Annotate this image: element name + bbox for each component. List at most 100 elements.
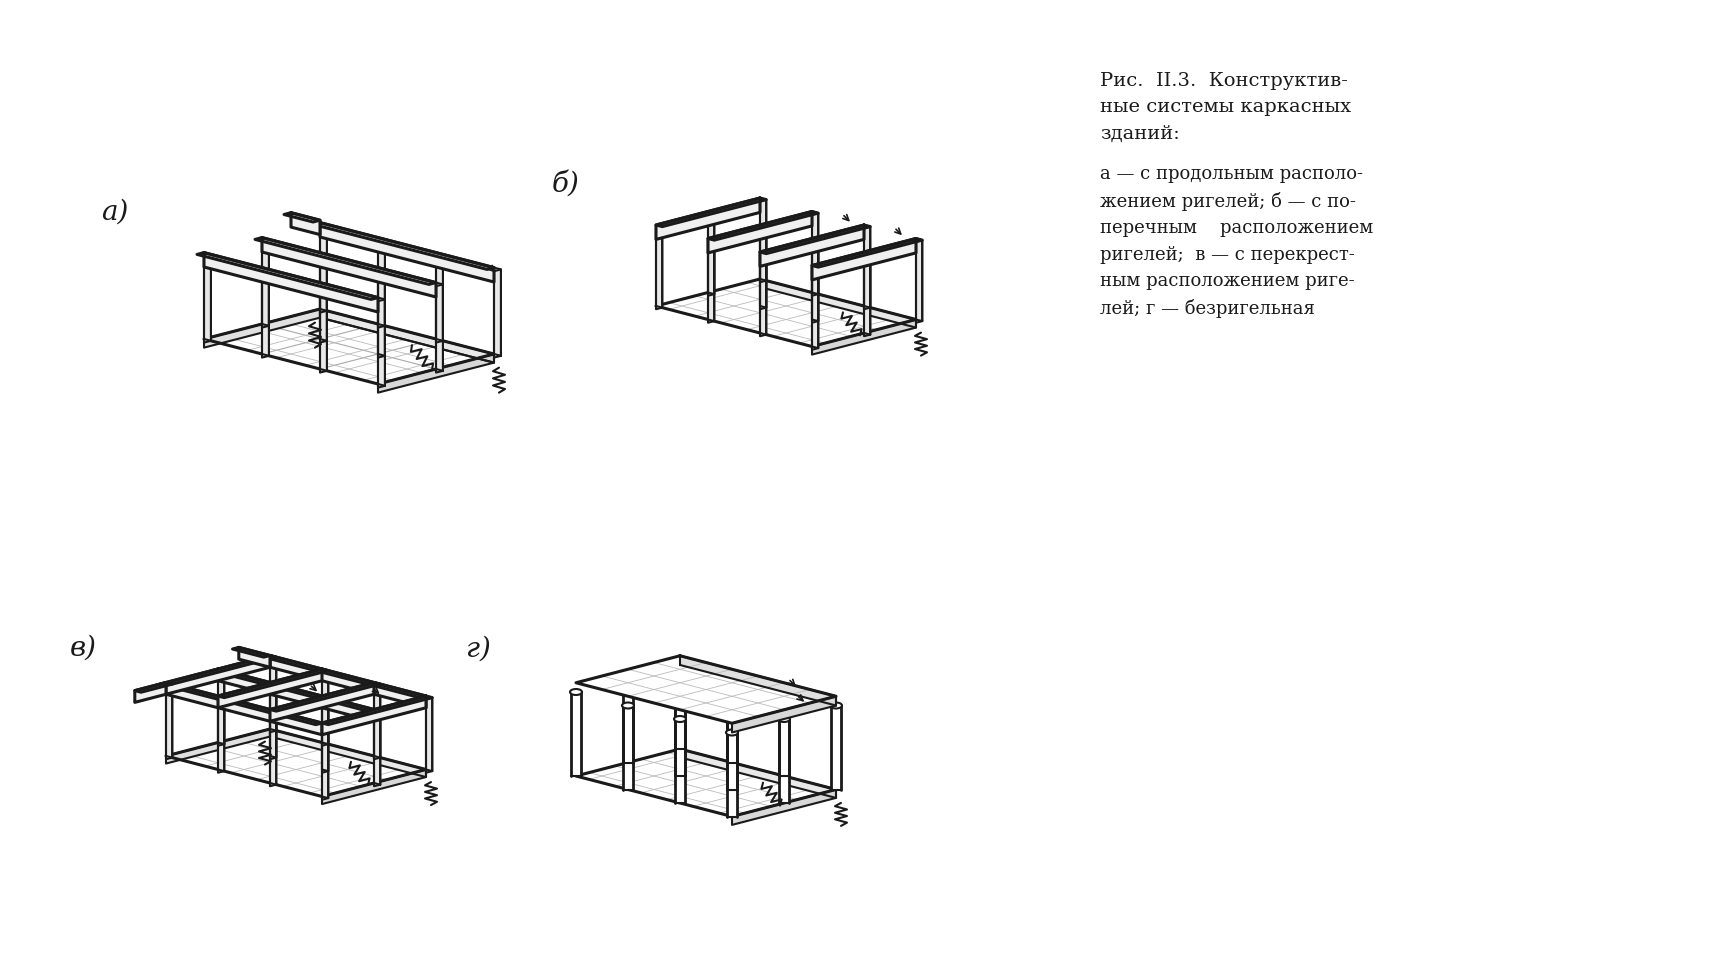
- Polygon shape: [167, 729, 426, 796]
- Polygon shape: [167, 683, 321, 735]
- Polygon shape: [576, 749, 835, 817]
- Polygon shape: [321, 697, 426, 735]
- Polygon shape: [681, 749, 835, 798]
- Polygon shape: [320, 283, 327, 371]
- Polygon shape: [167, 685, 172, 759]
- Polygon shape: [779, 719, 789, 803]
- Polygon shape: [167, 683, 172, 758]
- Ellipse shape: [674, 716, 686, 722]
- Polygon shape: [375, 685, 380, 759]
- Polygon shape: [811, 268, 818, 351]
- Polygon shape: [708, 214, 713, 296]
- Ellipse shape: [674, 662, 686, 668]
- Polygon shape: [270, 656, 426, 708]
- Polygon shape: [321, 723, 328, 798]
- Text: б): б): [552, 171, 579, 197]
- Polygon shape: [218, 697, 223, 771]
- Polygon shape: [437, 285, 444, 373]
- Polygon shape: [378, 240, 385, 328]
- Polygon shape: [493, 270, 500, 359]
- Polygon shape: [205, 253, 378, 313]
- Ellipse shape: [725, 676, 737, 682]
- Polygon shape: [426, 698, 431, 773]
- Polygon shape: [760, 226, 870, 254]
- Polygon shape: [760, 226, 865, 267]
- Polygon shape: [811, 241, 818, 323]
- Text: а): а): [101, 198, 129, 225]
- Polygon shape: [167, 656, 277, 685]
- Polygon shape: [218, 669, 375, 722]
- Polygon shape: [727, 733, 737, 817]
- Polygon shape: [437, 255, 444, 343]
- Polygon shape: [270, 656, 277, 731]
- Polygon shape: [160, 683, 321, 725]
- Polygon shape: [493, 269, 500, 357]
- Polygon shape: [437, 253, 444, 341]
- Polygon shape: [270, 683, 380, 711]
- Polygon shape: [760, 253, 767, 335]
- Polygon shape: [708, 212, 713, 295]
- Polygon shape: [622, 705, 633, 789]
- Polygon shape: [676, 693, 684, 776]
- Polygon shape: [167, 656, 270, 695]
- Polygon shape: [205, 310, 320, 348]
- Polygon shape: [261, 238, 268, 326]
- Ellipse shape: [622, 702, 634, 708]
- Ellipse shape: [779, 690, 791, 696]
- Ellipse shape: [622, 676, 634, 682]
- Polygon shape: [865, 226, 870, 309]
- Polygon shape: [205, 310, 493, 385]
- Polygon shape: [254, 238, 437, 285]
- Polygon shape: [657, 228, 662, 310]
- Polygon shape: [218, 669, 328, 698]
- Polygon shape: [270, 683, 375, 722]
- Polygon shape: [321, 669, 328, 744]
- Polygon shape: [198, 253, 378, 300]
- Polygon shape: [830, 705, 841, 789]
- Polygon shape: [622, 679, 633, 763]
- Polygon shape: [760, 198, 767, 281]
- Polygon shape: [321, 697, 431, 725]
- Ellipse shape: [830, 702, 842, 708]
- Polygon shape: [727, 705, 737, 789]
- Ellipse shape: [779, 716, 791, 722]
- Polygon shape: [727, 679, 737, 763]
- Polygon shape: [239, 648, 270, 667]
- Polygon shape: [261, 238, 437, 298]
- Polygon shape: [378, 298, 385, 387]
- Polygon shape: [437, 283, 444, 371]
- Polygon shape: [657, 198, 760, 240]
- Polygon shape: [916, 239, 921, 321]
- Text: Рис.  II.3.  Конструктив-
ные системы каркасных
зданий:: Рис. II.3. Конструктив- ные системы карк…: [1100, 72, 1351, 143]
- Polygon shape: [811, 239, 921, 268]
- Polygon shape: [811, 266, 818, 349]
- Polygon shape: [708, 241, 713, 323]
- Polygon shape: [134, 683, 167, 702]
- Polygon shape: [232, 648, 270, 658]
- Polygon shape: [811, 212, 818, 295]
- Polygon shape: [291, 214, 320, 235]
- Polygon shape: [270, 683, 277, 758]
- Polygon shape: [321, 770, 426, 804]
- Polygon shape: [732, 697, 835, 733]
- Polygon shape: [378, 238, 385, 326]
- Polygon shape: [320, 253, 327, 341]
- Polygon shape: [218, 671, 223, 746]
- Polygon shape: [320, 224, 327, 312]
- Polygon shape: [205, 253, 211, 341]
- Polygon shape: [218, 669, 223, 744]
- Polygon shape: [760, 200, 767, 283]
- Polygon shape: [320, 225, 327, 314]
- Polygon shape: [732, 789, 835, 825]
- Ellipse shape: [725, 702, 737, 708]
- Polygon shape: [320, 310, 493, 363]
- Polygon shape: [657, 226, 662, 309]
- Polygon shape: [760, 254, 767, 337]
- Polygon shape: [657, 279, 916, 347]
- Polygon shape: [708, 239, 713, 321]
- Polygon shape: [760, 228, 767, 310]
- Polygon shape: [378, 269, 385, 357]
- Polygon shape: [218, 698, 223, 773]
- Ellipse shape: [725, 730, 737, 736]
- Polygon shape: [378, 355, 493, 393]
